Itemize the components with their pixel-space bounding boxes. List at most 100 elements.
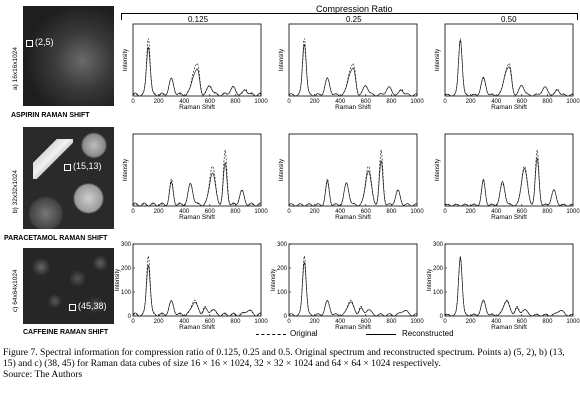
xtick-label-r0-c1-5: 1000	[410, 99, 424, 105]
material-label-caffeine: CAFFEINE RAMAN SHIFT	[23, 329, 109, 336]
xtick-label-r2-c2-5: 1000	[566, 319, 580, 325]
xtick-label-r1-c2-0: 0	[443, 209, 447, 215]
legend: Original Reconstructed	[256, 329, 506, 341]
xtick-label-r2-c1-0: 0	[287, 319, 291, 325]
plot-frame-r1-c0	[132, 133, 262, 207]
xtick-label-r0-c2-4: 800	[542, 99, 553, 105]
compression-ratio-title: Compression Ratio	[316, 4, 393, 14]
xtick-label-r0-c2-3: 600	[517, 99, 528, 105]
xtick-label-r1-c1-2: 400	[335, 209, 346, 215]
xtick-label-r1-c1-4: 800	[386, 209, 397, 215]
plot-frame-r2-c1	[288, 243, 418, 317]
legend-reconstructed-label: Reconstructed	[402, 329, 454, 338]
xtick-label-r2-c1-3: 600	[361, 319, 372, 325]
xtick-label-r1-c0-4: 800	[230, 209, 241, 215]
xtick-label-r0-c0-0: 0	[131, 99, 135, 105]
xtick-label-r0-c1-0: 0	[287, 99, 291, 105]
xtick-label-r0-c0-2: 400	[179, 99, 190, 105]
xtick-label-r1-c2-4: 800	[542, 209, 553, 215]
ylabel-r1-c2: Intensity	[435, 159, 441, 181]
series-reconstructed-r1-c0	[132, 162, 262, 207]
series-reconstructed-r2-c0	[132, 264, 262, 317]
xtick-label-r0-c2-0: 0	[443, 99, 447, 105]
xtick-label-r0-c1-3: 600	[361, 99, 372, 105]
xtick-label-r0-c0-3: 600	[205, 99, 216, 105]
ratio-label-0: 0.125	[188, 15, 209, 24]
xtick-label-r2-c0-4: 800	[230, 319, 241, 325]
plot-frame-r1-c1	[288, 133, 418, 207]
plot-frame-r2-c2	[444, 243, 574, 317]
ylabel-r2-c2: Intensity	[427, 269, 433, 291]
plot-frame-r0-c1	[288, 23, 418, 97]
point-label-a: (2,5)	[35, 37, 54, 47]
xtick-label-r2-c1-4: 800	[386, 319, 397, 325]
legend-original-label: Original	[290, 329, 318, 338]
figure-caption: Figure 7. Spectral information for compr…	[3, 347, 577, 380]
point-marker-a	[26, 40, 33, 47]
point-marker-c	[69, 304, 76, 311]
xlabel-r1-c0: Raman Shift	[179, 214, 215, 221]
xtick-label-r1-c0-0: 0	[131, 209, 135, 215]
xtick-label-r2-c0-5: 1000	[254, 319, 268, 325]
xtick-label-r1-c0-1: 200	[154, 209, 165, 215]
ytick-label-r2-c0-1: 100	[121, 290, 132, 296]
legend-original-swatch	[256, 334, 286, 335]
xtick-label-r0-c0-4: 800	[230, 99, 241, 105]
xtick-label-r2-c1-2: 400	[335, 319, 346, 325]
series-original-r1-c0	[132, 149, 262, 207]
series-reconstructed-r1-c1	[288, 160, 418, 207]
point-marker-b	[64, 164, 71, 171]
xtick-label-r0-c1-2: 400	[335, 99, 346, 105]
xtick-label-r2-c2-4: 800	[542, 319, 553, 325]
point-label-b: (15,13)	[73, 161, 102, 171]
xtick-label-r1-c1-3: 600	[361, 209, 372, 215]
xtick-label-r0-c0-1: 200	[154, 99, 165, 105]
ratio-label-2: 0.50	[501, 15, 517, 24]
xtick-label-r1-c0-3: 600	[205, 209, 216, 215]
ytick-label-r2-c0-0: 0	[128, 314, 132, 320]
xtick-label-r1-c2-3: 600	[517, 209, 528, 215]
xtick-label-r1-c1-0: 0	[287, 209, 291, 215]
xtick-label-r0-c1-4: 800	[386, 99, 397, 105]
xtick-label-r2-c2-0: 0	[443, 319, 447, 325]
material-label-paracetamol: PARACETAMOL RAMAN SHIFT	[4, 235, 108, 242]
plot-frame-r2-c0	[132, 243, 262, 317]
header-bracket	[121, 13, 578, 20]
xtick-label-r2-c0-1: 200	[154, 319, 165, 325]
xtick-label-r2-c2-2: 400	[491, 319, 502, 325]
ylabel-r0-c2: Intensity	[435, 49, 441, 71]
xtick-label-r2-c0-0: 0	[131, 319, 135, 325]
paracetamol-image: (15,13)	[23, 127, 114, 229]
ylabel-r0-c0: Intensity	[123, 49, 129, 71]
caption-text: Figure 7. Spectral information for compr…	[3, 347, 565, 369]
xtick-label-r2-c2-3: 600	[517, 319, 528, 325]
xlabel-r2-c2: Raman Shift	[491, 324, 527, 331]
ytick-label-r2-c0-2: 200	[121, 266, 132, 272]
series-original-r1-c2	[444, 149, 574, 207]
ytick-label-r2-c1-3: 300	[277, 242, 288, 248]
material-label-aspirin: ASPIRIN RAMAN SHIFT	[11, 112, 90, 119]
ylabel-r1-c0: Intensity	[123, 159, 129, 181]
series-reconstructed-r2-c2	[444, 257, 574, 317]
xtick-label-r1-c2-5: 1000	[566, 209, 580, 215]
plot-frame-r0-c0	[132, 23, 262, 97]
xtick-label-r1-c1-5: 1000	[410, 209, 424, 215]
ytick-label-r2-c1-2: 200	[277, 266, 288, 272]
xtick-label-r0-c2-1: 200	[466, 99, 477, 105]
xtick-label-r2-c0-2: 400	[179, 319, 190, 325]
xlabel-r2-c0: Raman Shift	[179, 324, 215, 331]
xlabel-r0-c2: Raman Shift	[491, 104, 527, 111]
ytick-label-r2-c2-0: 0	[440, 314, 444, 320]
xtick-label-r2-c1-5: 1000	[410, 319, 424, 325]
series-reconstructed-r0-c1	[288, 44, 418, 97]
xtick-label-r0-c2-2: 400	[491, 99, 502, 105]
ytick-label-r2-c0-3: 300	[121, 242, 132, 248]
xtick-label-r2-c1-1: 200	[310, 319, 321, 325]
xlabel-r2-c1: Raman Shift	[335, 324, 371, 331]
xtick-label-r1-c2-2: 400	[491, 209, 502, 215]
ytick-label-r2-c2-1: 100	[433, 290, 444, 296]
xlabel-r1-c1: Raman Shift	[335, 214, 371, 221]
aspirin-image: (2,5)	[23, 6, 114, 106]
xlabel-r0-c1: Raman Shift	[335, 104, 371, 111]
